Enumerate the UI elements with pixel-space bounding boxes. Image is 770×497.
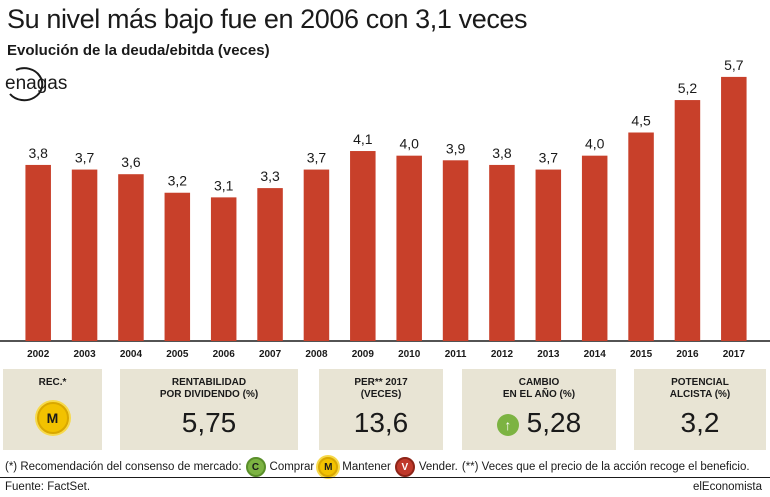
tile-rec-label: REC.*: [38, 377, 67, 388]
x-tick-2011: 2011: [445, 349, 467, 360]
x-tick-2013: 2013: [537, 349, 560, 360]
value-label-2009: 4,1: [353, 131, 373, 147]
x-tick-2014: 2014: [584, 349, 607, 360]
value-label-2005: 3,2: [168, 173, 188, 189]
bar-2013: [535, 169, 562, 341]
x-tick-2016: 2016: [676, 349, 699, 360]
tile-dividend-label-line2: POR DIVIDENDO (%): [159, 389, 259, 400]
value-label-2003: 3,7: [75, 150, 95, 166]
value-label-2015: 4,5: [631, 113, 651, 129]
value-label-2004: 3,6: [121, 154, 141, 170]
mantener-badge-icon: M: [36, 402, 69, 434]
x-tick-2004: 2004: [120, 349, 143, 360]
tile-upside: POTENCIAL ALCISTA (%) 3,2: [634, 369, 766, 450]
tile-change-year: CAMBIO EN EL AÑO (%) ↑ 5,28: [462, 369, 616, 450]
source-note: Fuente: FactSet.: [5, 481, 91, 493]
bar-2009: [350, 151, 376, 341]
footnote-suffix: (**) Veces que el precio de la acción re…: [461, 461, 750, 473]
value-label-2017: 5,7: [724, 57, 744, 73]
tile-dividend-value: 5,75: [181, 407, 237, 438]
x-tick-2015: 2015: [630, 349, 653, 360]
value-label-2013: 3,7: [539, 150, 559, 166]
tile-per-value: 13,6: [353, 407, 409, 438]
tile-dividend-yield: RENTABILIDAD POR DIVIDENDO (%) 5,75: [120, 369, 298, 450]
bar-2017: [721, 76, 747, 342]
bar-2015: [628, 132, 654, 341]
tile-change-label: CAMBIO EN EL AÑO (%): [462, 377, 616, 401]
x-tick-2006: 2006: [213, 349, 236, 360]
bar-2008: [303, 169, 330, 341]
tile-upside-label-line2: ALCISTA (%): [669, 389, 731, 400]
enagas-logo: enagas: [5, 67, 67, 102]
footnote: (*) Recomendación del consenso de mercad…: [5, 457, 750, 477]
tile-per-label-line1: PER** 2017: [354, 377, 408, 388]
footnote-mantener: Mantener: [342, 461, 391, 473]
x-tick-2009: 2009: [352, 349, 375, 360]
x-tick-2005: 2005: [166, 349, 189, 360]
tile-change-label-line2: EN EL AÑO (%): [502, 389, 576, 400]
x-tick-2008: 2008: [305, 349, 328, 360]
brand-name: elEconomista: [692, 481, 762, 493]
bar-2011: [442, 160, 469, 341]
comprar-badge-icon: C: [245, 457, 266, 477]
x-tick-2010: 2010: [398, 349, 421, 360]
chart-title: Su nivel más bajo fue en 2006 con 3,1 ve…: [7, 4, 528, 34]
footnote-vender: Vender.: [418, 461, 458, 473]
tile-dividend-label-line1: RENTABILIDAD: [171, 377, 247, 388]
value-label-2016: 5,2: [678, 80, 698, 96]
tile-change-value: 5,28: [526, 407, 582, 438]
bar-2002: [25, 164, 51, 341]
chart-subtitle: Evolución de la deuda/ebitda (veces): [7, 42, 270, 59]
footer-divider: [0, 477, 770, 478]
x-tick-2012: 2012: [491, 349, 514, 360]
tile-upside-value: 3,2: [680, 407, 720, 438]
vender-badge-icon: V: [394, 457, 415, 477]
tile-upside-label: POTENCIAL ALCISTA (%): [634, 377, 766, 401]
bar-2010: [396, 155, 422, 341]
bar-2007: [257, 188, 283, 341]
value-label-2010: 4,0: [399, 136, 419, 152]
tile-per-label: PER** 2017 (VECES): [319, 377, 443, 401]
bar-chart: 3,8 2002 3,7 2003 3,6 2004 3,2 2005 3,1 2006 3,3 20…: [0, 57, 770, 360]
x-tick-2017: 2017: [723, 349, 746, 360]
tile-dividend-label: RENTABILIDAD POR DIVIDENDO (%): [120, 377, 298, 401]
x-tick-2002: 2002: [27, 349, 50, 360]
bar-2016: [674, 100, 701, 341]
svg-text:enagas: enagas: [5, 73, 67, 94]
value-label-2008: 3,7: [307, 150, 327, 166]
footnote-prefix: (*) Recomendación del consenso de mercad…: [5, 461, 242, 473]
value-label-2007: 3,3: [260, 168, 280, 184]
tile-change-label-line1: CAMBIO: [518, 377, 560, 388]
tile-upside-label-line1: POTENCIAL: [671, 377, 729, 388]
tile-per-label-line2: (VECES): [360, 389, 402, 400]
value-label-2011: 3,9: [446, 140, 466, 156]
bar-2014: [581, 155, 608, 341]
x-tick-2003: 2003: [73, 349, 96, 360]
bar-2003: [71, 169, 98, 341]
tile-per: PER** 2017 (VECES) 13,6: [319, 369, 443, 450]
value-label-2006: 3,1: [214, 177, 234, 193]
tile-change-value-row: ↑ 5,28: [462, 407, 616, 439]
arrow-up-icon: ↑: [496, 413, 519, 436]
bar-2006: [210, 197, 237, 341]
footnote-comprar: Comprar: [269, 461, 315, 473]
bar-2004: [118, 174, 144, 341]
bar-2005: [164, 192, 191, 341]
mantener-small-badge-icon: M: [318, 457, 339, 477]
tile-recommendation: REC.* M: [3, 369, 102, 450]
x-tick-2007: 2007: [259, 349, 282, 360]
value-label-2014: 4,0: [585, 136, 605, 152]
value-label-2012: 3,8: [492, 145, 512, 161]
bar-2012: [489, 164, 515, 341]
value-label-2002: 3,8: [28, 145, 48, 161]
